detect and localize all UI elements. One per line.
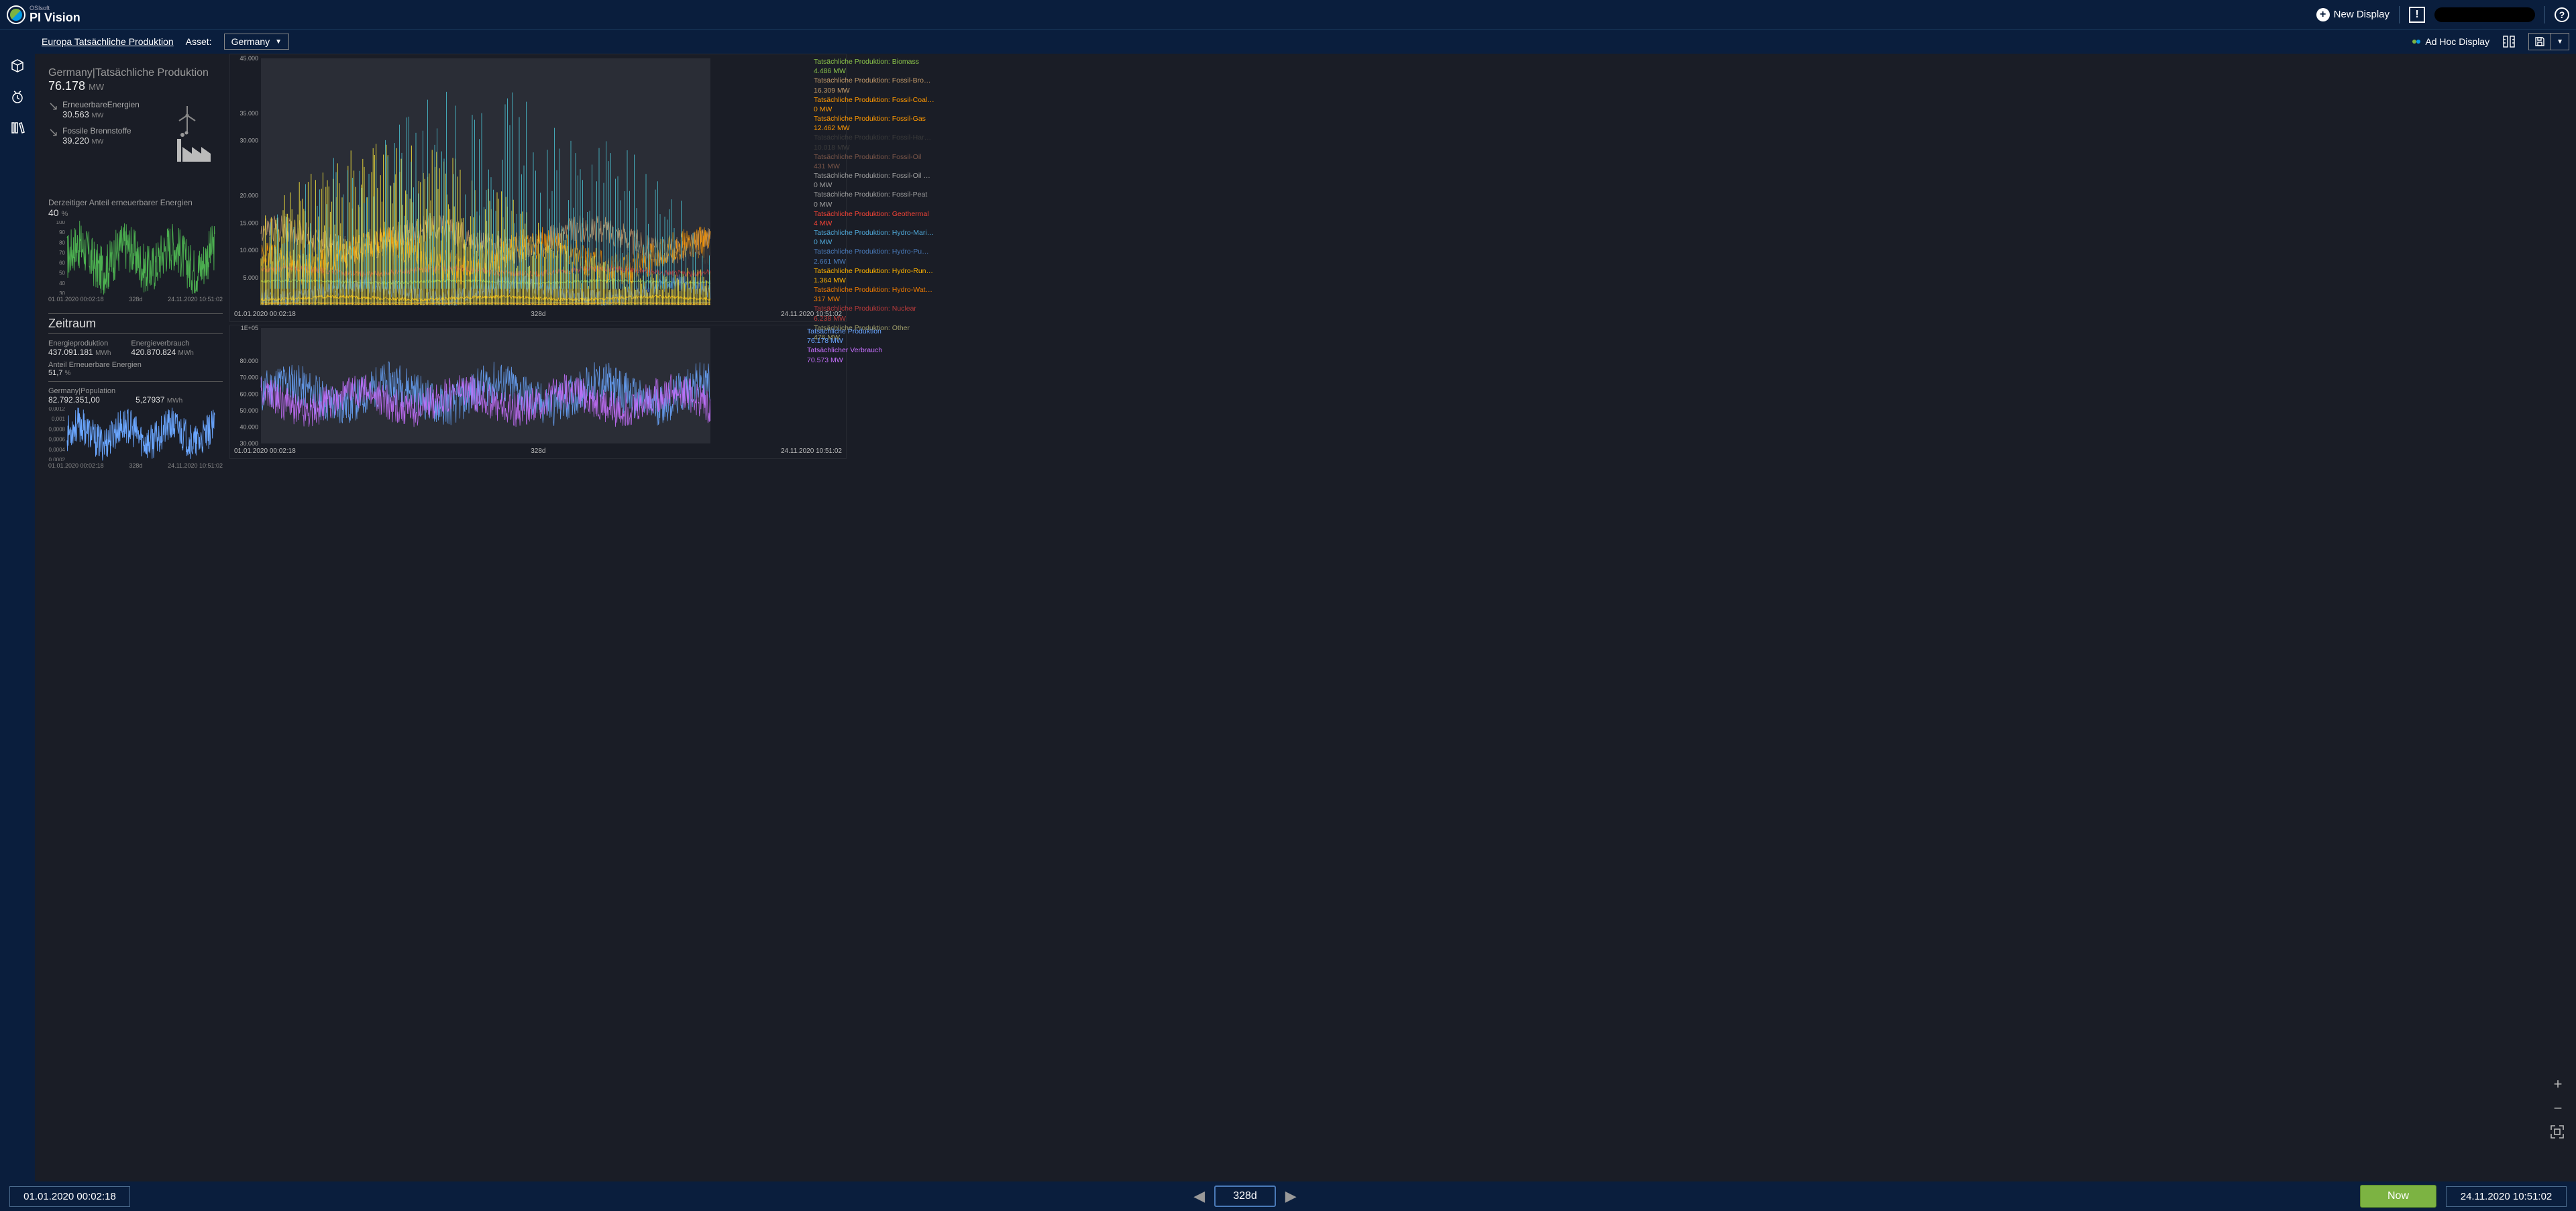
help-icon[interactable]: ? bbox=[2555, 7, 2569, 22]
wind-turbine-icon bbox=[176, 106, 199, 133]
step-back-button[interactable]: ◀ bbox=[1193, 1188, 1205, 1205]
display-canvas: Germany|Tatsächliche Produktion 76.178 M… bbox=[35, 54, 2576, 1181]
new-display-label: New Display bbox=[2334, 9, 2390, 20]
svg-text:50: 50 bbox=[59, 270, 65, 276]
asset-label: Asset: bbox=[186, 36, 212, 47]
svg-text:80.000: 80.000 bbox=[239, 358, 258, 364]
asset-select[interactable]: Germany ▼ bbox=[224, 34, 289, 50]
zoom-out-button[interactable]: − bbox=[2549, 1100, 2567, 1117]
svg-text:80: 80 bbox=[59, 240, 65, 246]
svg-text:100: 100 bbox=[56, 221, 66, 225]
arrow-icon: ↘ bbox=[48, 126, 58, 138]
adhoc-label: Ad Hoc Display bbox=[2425, 36, 2489, 47]
chevron-down-icon: ▼ bbox=[2551, 34, 2569, 50]
factory-icon bbox=[176, 131, 216, 162]
mini-chart-percapita[interactable]: 0,00120,0010,00080,00060,00040,0002 01.0… bbox=[48, 407, 223, 469]
svg-text:0,0004: 0,0004 bbox=[49, 447, 66, 453]
svg-text:35.000: 35.000 bbox=[239, 110, 258, 117]
cube-icon[interactable] bbox=[9, 58, 25, 74]
app-bar: OSIsoft PI Vision + New Display ! ? bbox=[0, 0, 2576, 30]
start-time-input[interactable]: 01.01.2020 00:02:18 bbox=[9, 1186, 130, 1207]
now-button[interactable]: Now bbox=[2360, 1185, 2436, 1208]
renewable-share-value: 40 % bbox=[48, 207, 223, 218]
svg-text:30.000: 30.000 bbox=[239, 440, 258, 446]
zoom-controls: + − bbox=[2549, 1075, 2567, 1141]
svg-text:40: 40 bbox=[59, 280, 65, 286]
library-icon[interactable] bbox=[9, 119, 25, 136]
svg-text:30: 30 bbox=[59, 291, 65, 295]
svg-text:0,0002: 0,0002 bbox=[49, 457, 66, 461]
step-forward-button[interactable]: ▶ bbox=[1285, 1188, 1297, 1205]
zeitraum-header: Zeitraum bbox=[48, 313, 223, 334]
mini-chart-renewable-share[interactable]: 10090807060504030 01.01.2020 00:02:18328… bbox=[48, 221, 223, 303]
asset-title: Germany|Tatsächliche Produktion bbox=[48, 67, 223, 79]
app-name: PI Vision bbox=[30, 11, 80, 23]
notifications-icon[interactable]: ! bbox=[2409, 7, 2425, 23]
svg-text:0,001: 0,001 bbox=[52, 416, 66, 422]
chart-legend: Tatsächliche Produktion76.178 MWTatsächl… bbox=[807, 327, 928, 365]
total-production: 76.178 MW bbox=[48, 79, 223, 93]
svg-text:5.000: 5.000 bbox=[243, 274, 258, 281]
save-icon bbox=[2529, 34, 2551, 50]
zoom-in-button[interactable]: + bbox=[2549, 1075, 2567, 1093]
chart-legend: Tatsächliche Produktion: Biomass4.486 MW… bbox=[814, 57, 934, 342]
svg-text:0,0006: 0,0006 bbox=[49, 437, 66, 443]
duration-input[interactable]: 328d bbox=[1214, 1186, 1276, 1207]
svg-text:90: 90 bbox=[59, 229, 65, 235]
svg-text:45.000: 45.000 bbox=[239, 55, 258, 62]
plus-icon: + bbox=[2316, 8, 2330, 21]
svg-text:70.000: 70.000 bbox=[239, 374, 258, 381]
ruler-icon[interactable] bbox=[2502, 34, 2516, 49]
save-split-button[interactable]: ▼ bbox=[2528, 33, 2569, 50]
svg-text:30.000: 30.000 bbox=[239, 138, 258, 144]
breadcrumb[interactable]: Europa Tatsächliche Produktion bbox=[42, 36, 174, 47]
svg-text:40.000: 40.000 bbox=[239, 423, 258, 430]
svg-text:60.000: 60.000 bbox=[239, 390, 258, 397]
svg-text:20.000: 20.000 bbox=[239, 192, 258, 199]
end-time-input[interactable]: 24.11.2020 10:51:02 bbox=[2446, 1186, 2567, 1207]
events-icon[interactable] bbox=[9, 89, 25, 105]
info-column: Germany|Tatsächliche Produktion 76.178 M… bbox=[48, 67, 223, 469]
svg-text:60: 60 bbox=[59, 260, 65, 266]
user-menu[interactable] bbox=[2434, 7, 2535, 22]
svg-text:10.000: 10.000 bbox=[239, 247, 258, 254]
chevron-down-icon: ▼ bbox=[275, 38, 282, 46]
svg-text:0,0008: 0,0008 bbox=[49, 426, 66, 432]
svg-text:1E+05: 1E+05 bbox=[241, 325, 258, 331]
new-display-button[interactable]: + New Display bbox=[2316, 8, 2390, 21]
svg-text:70: 70 bbox=[59, 250, 65, 256]
arrow-icon: ↘ bbox=[48, 100, 58, 112]
side-rail bbox=[0, 54, 35, 1181]
zoom-fit-button[interactable] bbox=[2549, 1124, 2567, 1141]
svg-text:50.000: 50.000 bbox=[239, 407, 258, 414]
time-bar: 01.01.2020 00:02:18 ◀ 328d ▶ Now 24.11.2… bbox=[0, 1181, 2576, 1211]
chart-production-vs-consumption[interactable]: 1E+05 80.000 70.000 60.000 50.000 40.000 30.00… bbox=[229, 325, 847, 459]
renewable-share-label: Derzeitiger Anteil erneuerbarer Energien bbox=[48, 198, 223, 207]
app-logo: OSIsoft PI Vision bbox=[7, 5, 80, 24]
adhoc-display-button[interactable]: Ad Hoc Display bbox=[2412, 36, 2489, 47]
svg-text:15.000: 15.000 bbox=[239, 219, 258, 226]
asset-value: Germany bbox=[231, 36, 270, 47]
adhoc-icon bbox=[2412, 37, 2421, 46]
sub-bar: Europa Tatsächliche Produktion Asset: Ge… bbox=[0, 30, 2576, 54]
chart-production-by-source[interactable]: 45.000 35.000 30.000 20.000 15.000 10.000 5.00… bbox=[229, 54, 847, 322]
svg-text:0,0012: 0,0012 bbox=[49, 407, 66, 412]
